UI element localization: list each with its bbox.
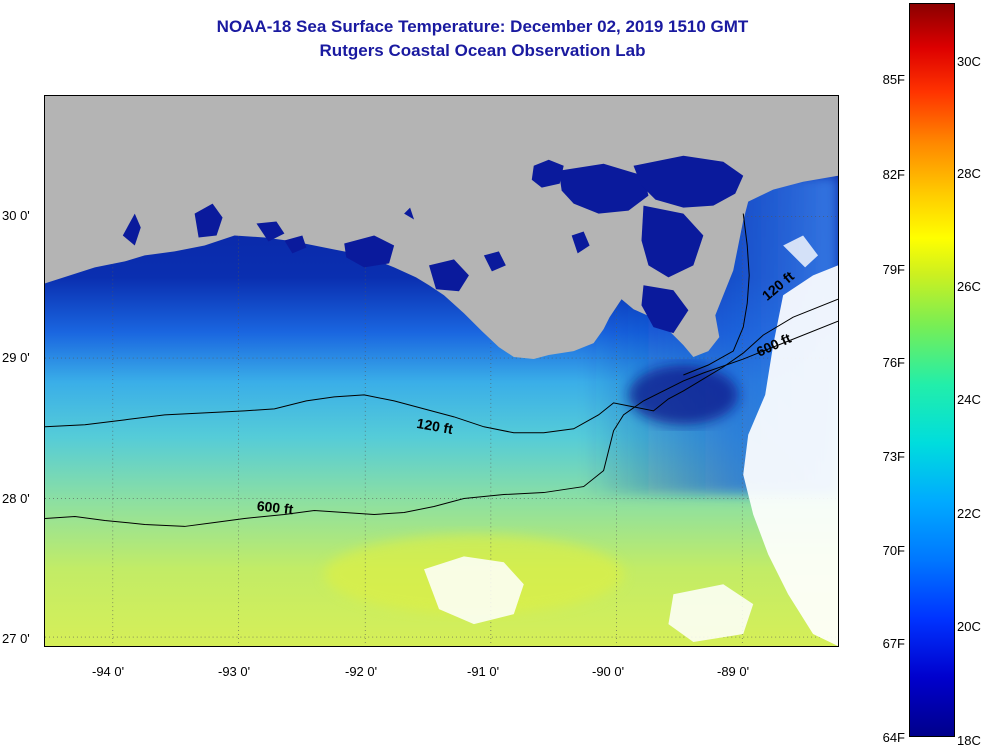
lat-label-27: 27 0' xyxy=(2,631,30,646)
colorbar-label-28c: 28C xyxy=(957,166,981,181)
colorbar-label-70f: 70F xyxy=(882,543,905,558)
coastline-land xyxy=(45,96,838,360)
sst-map-canvas: 120 ft 600 ft 120 ft 600 ft xyxy=(45,96,838,646)
colorbar-label-67f: 67F xyxy=(882,636,905,651)
contour-120ft-west xyxy=(45,298,838,434)
inland-water xyxy=(122,155,744,334)
lon-label-90: -90 0' xyxy=(592,664,625,679)
lon-label-92: -92 0' xyxy=(345,664,378,679)
lat-label-28: 28 0' xyxy=(2,491,30,506)
colorbar-label-22c: 22C xyxy=(957,506,981,521)
colorbar-label-64f: 64F xyxy=(882,730,905,745)
cloud-cover xyxy=(424,235,838,646)
lon-label-91: -91 0' xyxy=(467,664,500,679)
colorbar-label-79f: 79F xyxy=(882,262,905,277)
river-plume xyxy=(628,365,739,425)
lon-label-89: -89 0' xyxy=(717,664,750,679)
colorbar-label-82f: 82F xyxy=(882,167,905,182)
contour-label-600ft-west: 600 ft xyxy=(256,498,294,518)
lon-label-93: -93 0' xyxy=(218,664,251,679)
colorbar-label-76f: 76F xyxy=(882,355,905,370)
map-subtitle: Rutgers Coastal Ocean Observation Lab xyxy=(319,41,646,60)
sst-map[interactable]: 120 ft 600 ft 120 ft 600 ft xyxy=(44,95,839,647)
colorbar-label-20c: 20C xyxy=(957,619,981,634)
temperature-colorbar xyxy=(909,3,955,737)
colorbar-label-85f: 85F xyxy=(882,72,905,87)
colorbar-label-18c: 18C xyxy=(957,733,981,748)
lat-label-29: 29 0' xyxy=(2,350,30,365)
lat-label-30: 30 0' xyxy=(2,208,30,223)
colorbar-label-24c: 24C xyxy=(957,392,981,407)
contour-120ft-east xyxy=(683,213,750,376)
contour-600ft xyxy=(45,320,838,527)
contour-labels: 120 ft 600 ft 120 ft 600 ft xyxy=(256,268,797,518)
contour-label-120ft-west: 120 ft xyxy=(416,415,455,437)
map-title: NOAA-18 Sea Surface Temperature: Decembe… xyxy=(216,17,749,36)
colorbar-label-26c: 26C xyxy=(957,279,981,294)
bathymetry-contours xyxy=(45,213,838,527)
colorbar-label-30c: 30C xyxy=(957,54,981,69)
colorbar-label-73f: 73F xyxy=(882,449,905,464)
lon-label-94: -94 0' xyxy=(92,664,125,679)
